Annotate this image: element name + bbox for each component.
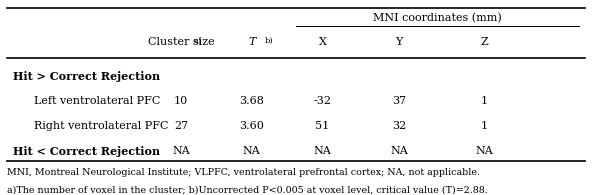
Text: NA: NA: [390, 146, 408, 156]
Text: a): a): [194, 36, 202, 44]
Text: 32: 32: [392, 121, 406, 131]
Text: X: X: [319, 37, 327, 47]
Text: T: T: [248, 37, 256, 47]
Text: 1: 1: [481, 121, 488, 131]
Text: NA: NA: [243, 146, 260, 156]
Text: 1: 1: [481, 96, 488, 106]
Text: 10: 10: [174, 96, 188, 106]
Text: Right ventrolateral PFC: Right ventrolateral PFC: [34, 121, 168, 131]
Text: Cluster size: Cluster size: [148, 37, 214, 47]
Text: 51: 51: [316, 121, 330, 131]
Text: -32: -32: [313, 96, 331, 106]
Text: b): b): [265, 36, 273, 44]
Text: a)The number of voxel in the cluster; b)Uncorrected P<0.005 at voxel level, crit: a)The number of voxel in the cluster; b)…: [7, 185, 488, 194]
Text: Hit > Correct Rejection: Hit > Correct Rejection: [13, 71, 160, 82]
Text: MNI, Montreal Neurological Institute; VLPFC, ventrolateral prefrontal cortex; NA: MNI, Montreal Neurological Institute; VL…: [7, 168, 480, 177]
Text: NA: NA: [172, 146, 190, 156]
Text: 3.68: 3.68: [239, 96, 264, 106]
Text: Left ventrolateral PFC: Left ventrolateral PFC: [34, 96, 160, 106]
Text: 3.60: 3.60: [239, 121, 264, 131]
Text: NA: NA: [476, 146, 493, 156]
Text: 37: 37: [392, 96, 406, 106]
Text: 27: 27: [174, 121, 188, 131]
Text: NA: NA: [314, 146, 331, 156]
Text: Hit < Correct Rejection: Hit < Correct Rejection: [13, 146, 160, 158]
Text: Y: Y: [395, 37, 403, 47]
Text: MNI coordinates (mm): MNI coordinates (mm): [373, 13, 502, 23]
Text: Z: Z: [481, 37, 489, 47]
